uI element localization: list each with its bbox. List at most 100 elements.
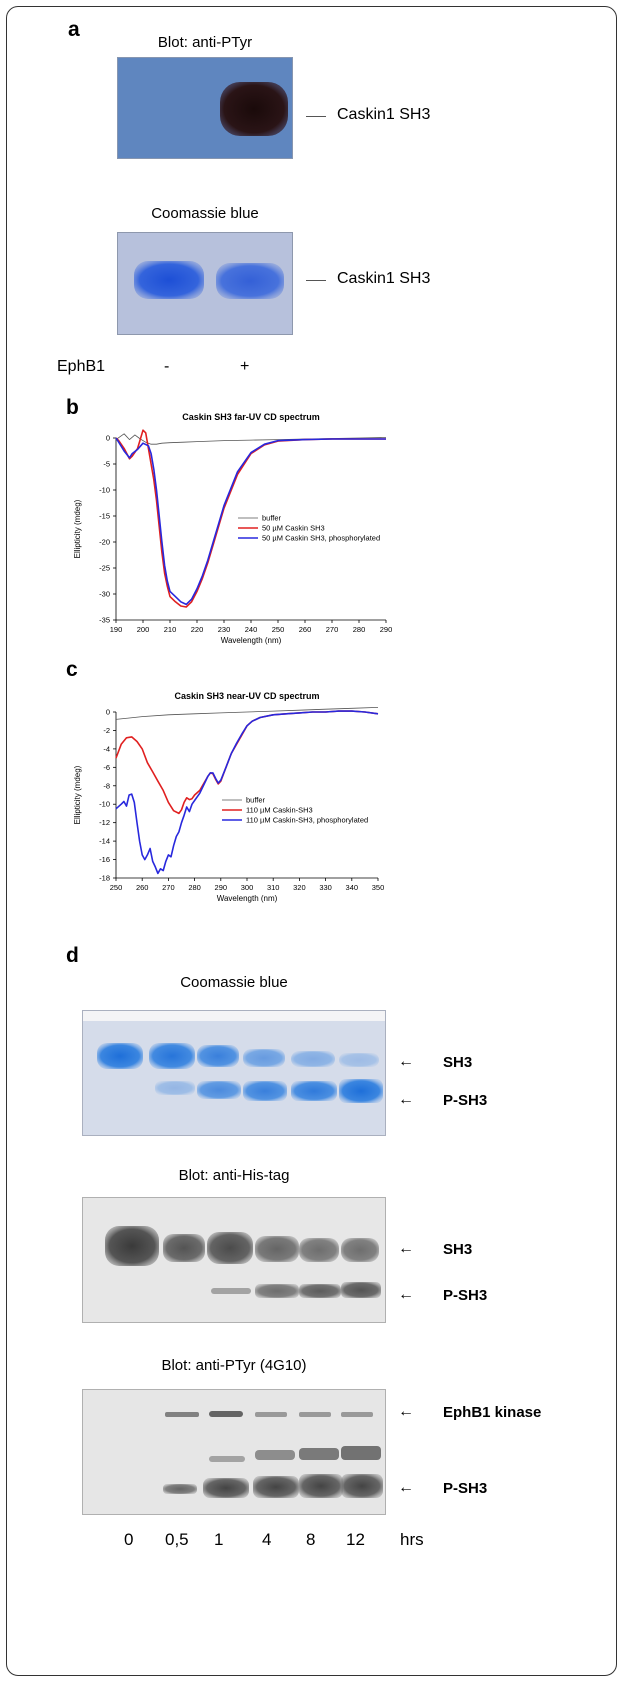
gel2-arrow-2: ← (398, 1286, 414, 1304)
sh3-band-lane2 (216, 263, 284, 299)
y-tick-label: -14 (99, 837, 110, 846)
band-tick (306, 280, 326, 281)
series-line-3 (115, 710, 379, 875)
blot1-title: Blot: anti-PTyr (157, 34, 253, 51)
y-tick-label: -10 (99, 486, 110, 495)
y-tick-label: -12 (99, 818, 110, 827)
legend-entry: 50 µM Caskin SH3 (262, 524, 325, 533)
sh3-band-lane1 (134, 261, 204, 299)
panel-a-letter: a (68, 18, 80, 41)
x-tick-label: 350 (372, 883, 385, 892)
gel1-title: Coomassie blue (180, 974, 288, 991)
blot2-band-label: Caskin1 SH3 (337, 270, 431, 287)
gel3-arrow-2: ← (398, 1479, 414, 1497)
y-tick-label: -25 (99, 564, 110, 573)
x-tick-label: 280 (353, 625, 366, 634)
arrow-left-icon: ← (398, 1240, 414, 1257)
y-tick-label: -20 (99, 538, 110, 547)
y-tick-label: -16 (99, 855, 110, 864)
figure-border (6, 6, 617, 1676)
x-tick-label: 200 (137, 625, 150, 634)
timepoint-4: 4 (262, 1530, 272, 1549)
series-line-2 (115, 429, 386, 608)
x-tick-label: 260 (136, 883, 149, 892)
x-axis-label: Wavelength (nm) (217, 894, 278, 903)
x-tick-label: 250 (272, 625, 285, 634)
panel-b-letter: b (66, 396, 79, 419)
y-tick-label: -6 (103, 763, 110, 772)
gel2-label-sh3: SH3 (443, 1241, 473, 1258)
y-tick-label: 0 (106, 708, 110, 717)
legend-entry: buffer (262, 514, 282, 523)
blot1-band-label: Caskin1 SH3 (337, 106, 431, 123)
y-tick-label: -35 (99, 616, 110, 625)
x-tick-label: 330 (319, 883, 332, 892)
coomassie-timecourse-gel (82, 1010, 386, 1136)
timepoint-8: 8 (306, 1530, 316, 1549)
timepoint-1: 1 (214, 1530, 224, 1549)
gel1-label-sh3: SH3 (443, 1054, 473, 1071)
timepoint-0: 0 (124, 1530, 134, 1549)
x-tick-label: 220 (191, 625, 204, 634)
y-tick-label: -8 (103, 781, 110, 790)
far-uv-cd-chart: Caskin SH3 far-UV CD spectrum 190 200 210 22… (73, 412, 393, 645)
y-tick-label: -2 (103, 726, 110, 735)
x-tick-label: 280 (188, 883, 201, 892)
x-tick-label: 320 (293, 883, 306, 892)
panel-d-letter: d (66, 944, 79, 967)
y-axis-label: Ellipticity (mdeg) (73, 765, 82, 824)
x-tick-label: 270 (162, 883, 175, 892)
arrow-left-icon: ← (398, 1286, 414, 1303)
series-line-1 (115, 707, 379, 720)
arrow-left-icon: ← (398, 1053, 414, 1070)
gel3-label-psh3: P-SH3 (443, 1480, 488, 1497)
x-tick-label: 270 (326, 625, 339, 634)
x-axis-label: Wavelength (nm) (221, 636, 282, 645)
y-tick-label: -5 (103, 460, 110, 469)
timepoint-12: 12 (346, 1530, 365, 1549)
gel3-label-kinase: EphB1 kinase (443, 1404, 542, 1421)
gel2-label-psh3: P-SH3 (443, 1287, 488, 1304)
arrow-left-icon: ← (398, 1479, 414, 1496)
lane-minus: - (164, 358, 170, 375)
gel3-arrow-1: ← (398, 1403, 414, 1421)
blot2-title: Coomassie blue (151, 205, 259, 222)
time-unit: hrs (400, 1530, 424, 1549)
x-tick-label: 290 (380, 625, 393, 634)
near-uv-cd-chart: Caskin SH3 near-UV CD spectrum 250 260 270 2… (73, 691, 385, 903)
x-tick-label: 250 (110, 883, 123, 892)
legend-entry: 110 µM Caskin-SH3 (246, 806, 313, 815)
x-tick-label: 190 (110, 625, 123, 634)
chart-title: Caskin SH3 near-UV CD spectrum (174, 691, 319, 701)
arrow-left-icon: ← (398, 1403, 414, 1420)
gel2-title: Blot: anti-His-tag (178, 1167, 290, 1184)
band-tick (306, 116, 326, 117)
anti-ptyr-blot-image (117, 57, 293, 159)
ephb1-row-label: EphB1 (57, 358, 106, 375)
gel2-arrow-1: ← (398, 1240, 414, 1258)
x-tick-label: 240 (245, 625, 258, 634)
gel3-title: Blot: anti-PTyr (4G10) (161, 1357, 307, 1374)
x-tick-label: 340 (346, 883, 359, 892)
gel1-arrow-2: ← (398, 1091, 414, 1109)
y-axis-label: Ellipticity (mdeg) (73, 499, 82, 558)
timepoint-0-5: 0,5 (165, 1530, 189, 1549)
gel1-label-psh3: P-SH3 (443, 1092, 488, 1109)
ptyr-4g10-blot (82, 1389, 386, 1515)
y-tick-label: 0 (106, 434, 110, 443)
x-tick-label: 260 (299, 625, 312, 634)
x-tick-label: 210 (164, 625, 177, 634)
his-tag-blot (82, 1197, 386, 1323)
x-tick-label: 230 (218, 625, 231, 634)
gel1-arrow-1: ← (398, 1053, 414, 1071)
series-line-3 (115, 437, 386, 606)
chart-title: Caskin SH3 far-UV CD spectrum (182, 412, 320, 422)
legend-entry: 50 µM Caskin SH3, phosphorylated (262, 534, 380, 543)
legend-entry: 110 µM Caskin-SH3, phosphorylated (246, 816, 368, 825)
y-tick-label: -10 (99, 800, 110, 809)
x-tick-label: 310 (267, 883, 280, 892)
lane-plus: + (240, 358, 250, 375)
y-tick-label: -30 (99, 590, 110, 599)
y-tick-label: -18 (99, 874, 110, 883)
panel-c-letter: c (66, 658, 78, 681)
